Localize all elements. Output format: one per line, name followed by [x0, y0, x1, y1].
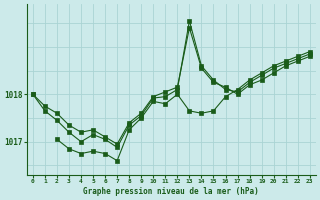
- X-axis label: Graphe pression niveau de la mer (hPa): Graphe pression niveau de la mer (hPa): [84, 187, 259, 196]
